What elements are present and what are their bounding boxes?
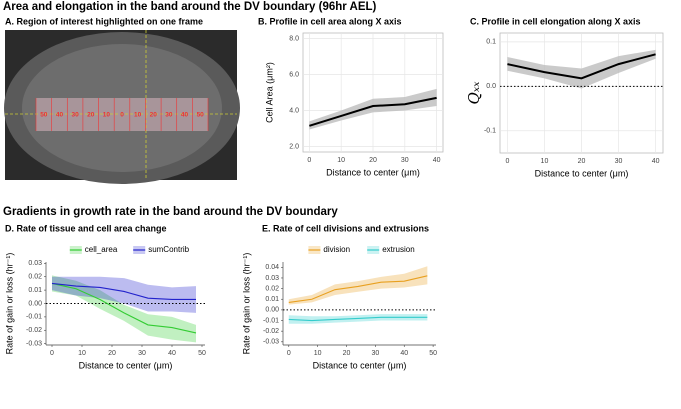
- y-tick-label: -0.01: [26, 314, 42, 321]
- legend-label: extrusion: [382, 245, 414, 254]
- x-tick-label: 0: [50, 350, 54, 357]
- x-tick-label: 20: [578, 158, 586, 165]
- roi-label: 40: [181, 112, 189, 119]
- y-tick-label: 8.0: [289, 35, 299, 42]
- y-tick-label: 0.0: [486, 83, 496, 90]
- roi-label: 10: [134, 112, 142, 119]
- x-tick-label: 10: [337, 157, 345, 164]
- x-tick-label: 40: [652, 158, 660, 165]
- y-tick-label: 0.04: [265, 264, 279, 271]
- y-tick-label: -0.03: [26, 341, 42, 348]
- y-tick-label: 0.00: [265, 307, 279, 314]
- x-tick-label: 20: [369, 157, 377, 164]
- y-tick-label: 6.0: [289, 71, 299, 78]
- legend-label: sumContrib: [148, 245, 189, 254]
- legend-label: cell_area: [85, 245, 118, 254]
- x-tick-label: 10: [541, 158, 549, 165]
- x-tick-label: 0: [287, 350, 291, 357]
- y-axis-label: Rate of gain or loss (hr⁻¹): [241, 253, 251, 355]
- microscopy-image: [4, 30, 240, 184]
- roi-label: 20: [150, 112, 158, 119]
- y-tick-label: -0.02: [26, 327, 42, 334]
- x-axis-label: Distance to center (μm): [535, 168, 629, 178]
- y-tick-label: 4.0: [289, 107, 299, 114]
- y-tick-label: 0.02: [28, 274, 42, 281]
- roi-label: 10: [103, 112, 111, 119]
- y-tick-label: 0.03: [265, 275, 279, 282]
- x-tick-label: 20: [343, 350, 351, 357]
- roi-label: 0: [120, 112, 124, 119]
- x-axis-label: Distance to center (μm): [326, 167, 420, 177]
- roi-label: 30: [71, 112, 79, 119]
- x-tick-label: 20: [108, 350, 116, 357]
- confidence-band: [52, 275, 196, 343]
- x-tick-label: 10: [314, 350, 322, 357]
- confidence-band: [309, 88, 437, 130]
- legend-swatch-band: [69, 246, 82, 254]
- roi-label: 30: [165, 112, 173, 119]
- x-tick-label: 30: [615, 158, 623, 165]
- x-tick-label: 30: [401, 157, 409, 164]
- line: [51, 282, 197, 334]
- section-header: Gradients in growth rate in the band aro…: [3, 206, 338, 218]
- x-tick-label: 30: [371, 350, 379, 357]
- panel-title: D. Rate of tissue and cell area change: [5, 223, 167, 233]
- line: [288, 316, 428, 322]
- x-tick-label: 10: [78, 350, 86, 357]
- section-header: Area and elongation in the band around t…: [3, 1, 377, 13]
- legend-swatch-band: [367, 246, 380, 254]
- panel-title: A. Region of interest highlighted on one…: [5, 16, 203, 26]
- legend-swatch-band: [308, 246, 321, 254]
- y-tick-label: 0.03: [28, 260, 42, 267]
- x-tick-label: 0: [307, 157, 311, 164]
- y-axis-label: Rate of gain or loss (hr⁻¹): [4, 253, 14, 355]
- roi-label: 40: [56, 112, 64, 119]
- x-tick-label: 40: [433, 157, 441, 164]
- y-tick-label: -0.03: [263, 339, 279, 346]
- confidence-band: [52, 276, 196, 313]
- y-axis-label: Qₓₓ: [465, 81, 483, 105]
- y-tick-label: -0.1: [484, 128, 496, 135]
- legend-swatch-band: [133, 246, 146, 254]
- panel-title: E. Rate of cell divisions and extrusions: [262, 223, 429, 233]
- y-tick-label: 0.02: [265, 285, 279, 292]
- x-tick-label: 50: [429, 350, 437, 357]
- y-tick-label: -0.02: [263, 328, 279, 335]
- line: [51, 282, 196, 301]
- y-tick-label: 0.1: [486, 39, 496, 46]
- confidence-band: [507, 49, 656, 89]
- y-tick-label: 0.01: [265, 296, 279, 303]
- roi-label: 20: [87, 112, 95, 119]
- y-tick-label: 2.0: [289, 143, 299, 150]
- x-tick-label: 40: [168, 350, 176, 357]
- roi-band: [36, 98, 208, 131]
- panel-title: C. Profile in cell elongation along X ax…: [470, 16, 641, 26]
- line: [288, 275, 428, 303]
- y-tick-label: 0.01: [28, 287, 42, 294]
- x-axis-label: Distance to center (μm): [313, 360, 407, 370]
- y-tick-label: -0.01: [263, 317, 279, 324]
- x-tick-label: 30: [138, 350, 146, 357]
- roi-label: 50: [197, 112, 205, 119]
- panel-title: B. Profile in cell area along X axis: [258, 16, 402, 26]
- y-axis-label: Cell Area (μm²): [264, 62, 274, 123]
- line: [507, 53, 656, 80]
- x-axis-label: Distance to center (μm): [79, 360, 173, 370]
- line: [309, 96, 437, 127]
- y-tick-label: 0.00: [28, 300, 42, 307]
- legend-label: division: [323, 245, 350, 254]
- x-tick-label: 40: [400, 350, 408, 357]
- x-tick-label: 0: [505, 158, 509, 165]
- roi-label: 50: [40, 112, 48, 119]
- x-tick-label: 50: [198, 350, 206, 357]
